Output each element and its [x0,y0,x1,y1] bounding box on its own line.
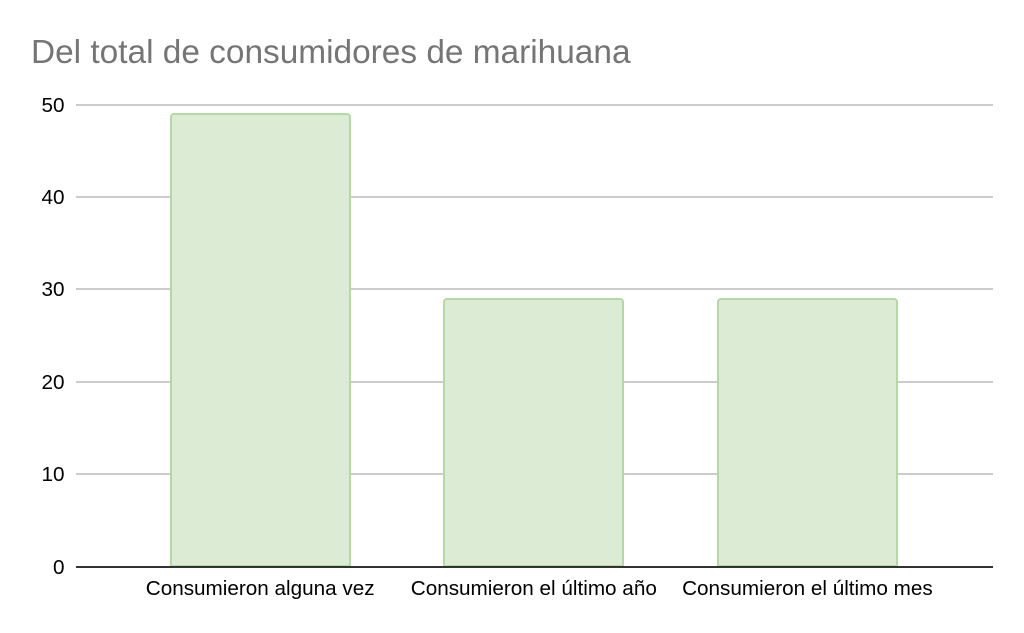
y-tick-label-0: 0 [52,555,65,579]
y-tick-label-10: 10 [41,463,65,487]
y-tick-label-50: 50 [41,93,65,117]
gridline-30 [76,288,993,291]
bar-2 [443,297,625,567]
bar-3 [716,297,899,567]
x-category-label-2: Consumieron el último año [410,576,657,600]
x-category-label-1: Consumieron alguna vez [145,576,375,600]
gridline-40 [76,195,993,198]
y-tick-label-20: 20 [41,370,65,394]
y-tick-label-40: 40 [41,185,65,209]
y-tick-label-30: 30 [41,278,65,302]
gridline-50 [76,103,993,106]
bar-1 [169,112,351,567]
x-axis-line [76,566,993,568]
x-category-label-3: Consumieron el último mes [682,576,933,600]
chart-title: Del total de consumidores de marihuana [31,34,631,71]
